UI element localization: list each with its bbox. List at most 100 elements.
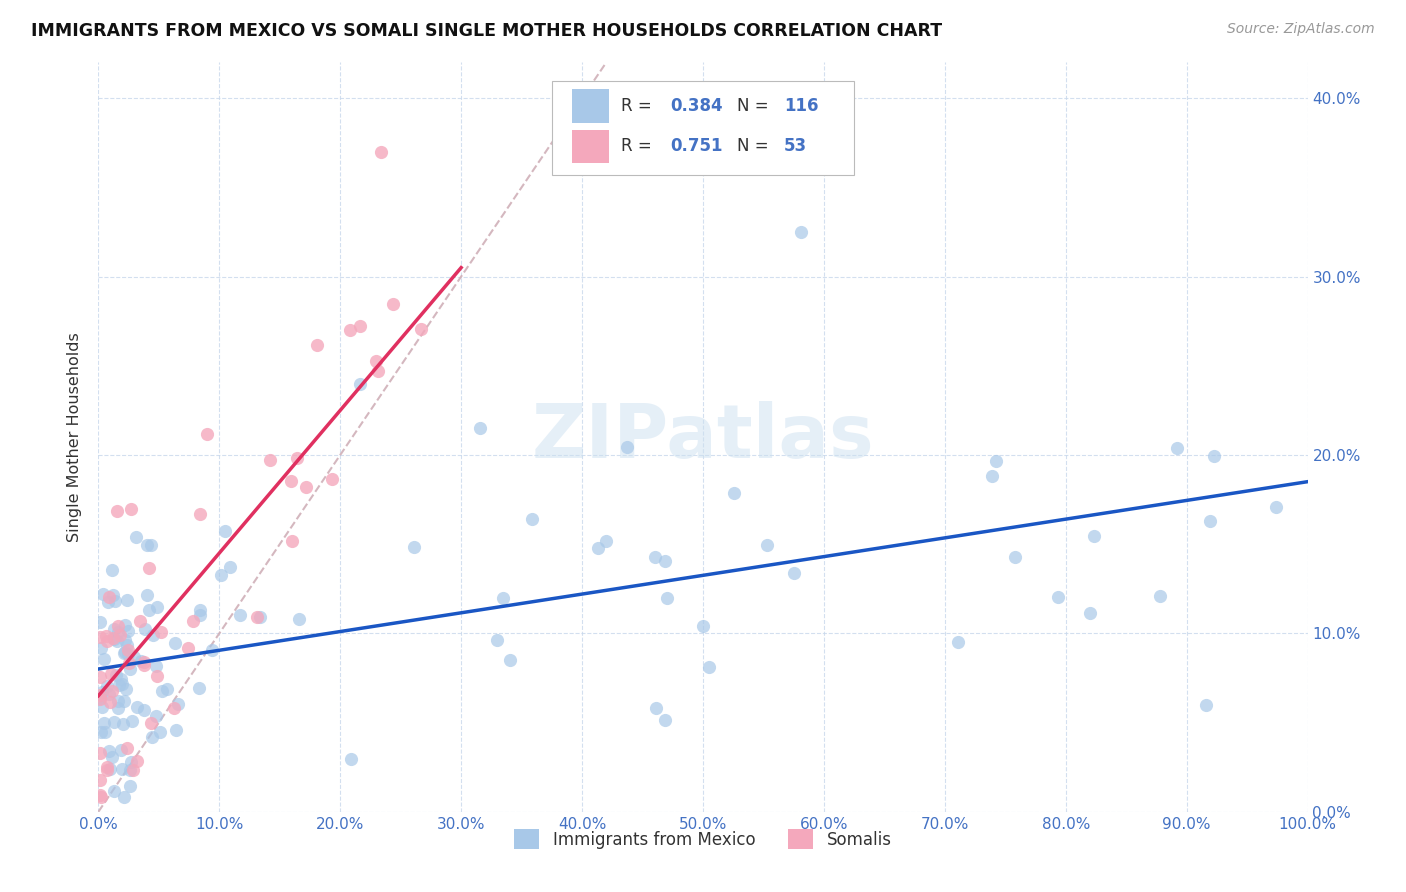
- Point: [249, 610, 271, 624]
- Point: [111, 763, 134, 777]
- Point: [349, 376, 371, 391]
- Point: [93, 724, 115, 739]
- Point: [654, 714, 676, 728]
- Point: [782, 566, 804, 580]
- Point: [115, 593, 138, 607]
- Point: [118, 662, 141, 676]
- Point: [132, 655, 155, 669]
- Point: [1195, 698, 1218, 712]
- Point: [89, 670, 111, 684]
- Point: [381, 297, 404, 311]
- Point: [96, 679, 118, 693]
- Point: [1047, 591, 1070, 605]
- Point: [138, 561, 160, 575]
- Point: [150, 625, 173, 640]
- Point: [139, 715, 162, 730]
- Point: [129, 614, 152, 628]
- Point: [1199, 514, 1222, 528]
- Text: 0.384: 0.384: [671, 97, 723, 115]
- Point: [118, 656, 141, 670]
- Point: [177, 640, 200, 655]
- Point: [946, 635, 969, 649]
- Point: [188, 603, 211, 617]
- Point: [190, 508, 212, 522]
- Point: [491, 591, 513, 606]
- Point: [115, 741, 138, 756]
- Text: R =: R =: [621, 137, 657, 155]
- Point: [146, 669, 169, 683]
- Point: [285, 451, 308, 466]
- Bar: [572, 129, 609, 163]
- Point: [1264, 500, 1286, 514]
- Point: [105, 633, 128, 648]
- Point: [89, 747, 111, 761]
- Point: [104, 594, 127, 608]
- Legend: Immigrants from Mexico, Somalis: Immigrants from Mexico, Somalis: [508, 822, 898, 855]
- Point: [115, 638, 138, 652]
- Text: 0.751: 0.751: [671, 137, 723, 155]
- Text: 116: 116: [785, 97, 818, 115]
- Point: [156, 682, 179, 697]
- Point: [90, 684, 112, 698]
- Point: [165, 636, 187, 650]
- Point: [305, 338, 328, 352]
- Point: [89, 630, 111, 644]
- Point: [117, 643, 139, 657]
- Point: [127, 755, 149, 769]
- Point: [986, 454, 1008, 468]
- Point: [1004, 549, 1026, 564]
- Point: [105, 504, 128, 518]
- Point: [115, 682, 138, 697]
- Point: [110, 743, 132, 757]
- Point: [124, 650, 146, 665]
- Point: [697, 660, 720, 674]
- Point: [219, 559, 242, 574]
- Point: [118, 763, 141, 777]
- Point: [229, 607, 252, 622]
- Text: N =: N =: [737, 97, 773, 115]
- Point: [366, 354, 388, 368]
- Point: [145, 659, 167, 673]
- Point: [142, 628, 165, 642]
- Point: [209, 567, 232, 582]
- Point: [111, 716, 134, 731]
- Point: [981, 468, 1004, 483]
- Point: [499, 653, 522, 667]
- Text: 53: 53: [785, 137, 807, 155]
- Point: [98, 590, 121, 604]
- Point: [90, 724, 112, 739]
- Point: [138, 603, 160, 617]
- Point: [112, 790, 135, 805]
- Point: [181, 614, 204, 628]
- Point: [98, 687, 121, 701]
- Point: [114, 645, 136, 659]
- Point: [94, 629, 117, 643]
- FancyBboxPatch shape: [551, 81, 855, 175]
- Point: [370, 145, 392, 159]
- Point: [163, 701, 186, 715]
- Point: [1083, 529, 1105, 543]
- Point: [246, 609, 269, 624]
- Point: [146, 599, 169, 614]
- Point: [692, 619, 714, 633]
- Point: [96, 634, 118, 648]
- Point: [107, 618, 129, 632]
- Point: [136, 588, 159, 602]
- Point: [101, 588, 124, 602]
- Point: [101, 750, 124, 764]
- Point: [89, 692, 111, 706]
- Point: [127, 700, 149, 714]
- Point: [96, 763, 118, 777]
- Point: [402, 540, 425, 554]
- Text: Source: ZipAtlas.com: Source: ZipAtlas.com: [1227, 22, 1375, 37]
- Point: [112, 646, 135, 660]
- Point: [97, 595, 120, 609]
- Point: [101, 683, 124, 698]
- Text: N =: N =: [737, 137, 773, 155]
- Point: [139, 538, 162, 552]
- Point: [1166, 442, 1188, 456]
- Point: [103, 622, 125, 636]
- Point: [96, 760, 118, 774]
- Text: R =: R =: [621, 97, 657, 115]
- Point: [149, 725, 172, 739]
